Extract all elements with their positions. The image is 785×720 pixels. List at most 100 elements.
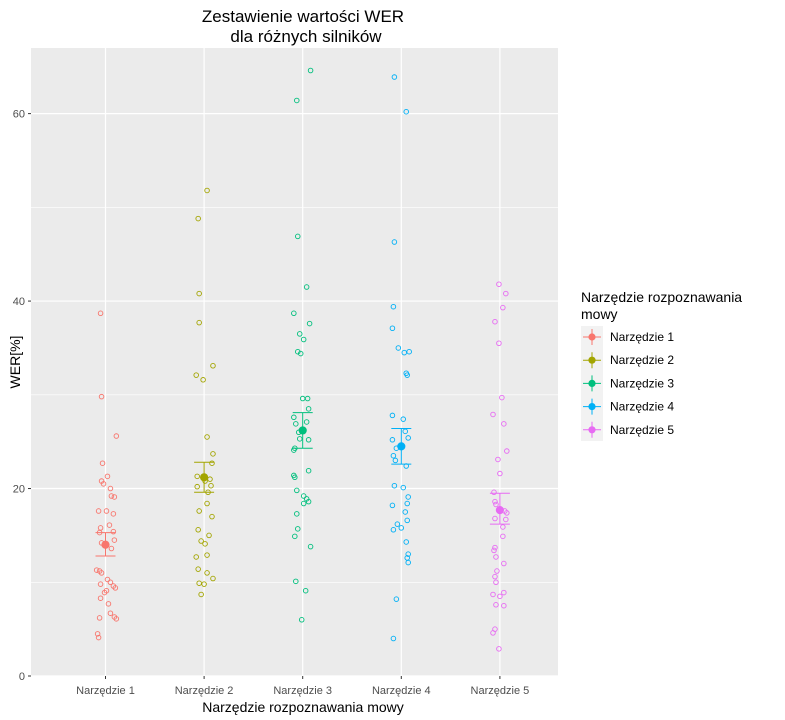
- data-point: [390, 303, 397, 310]
- data-point: [108, 545, 115, 552]
- data-point: [195, 566, 201, 572]
- legend-label: Narzędzie 1: [610, 330, 674, 344]
- data-point: [93, 567, 100, 573]
- data-point: [394, 521, 401, 527]
- data-point: [106, 522, 113, 528]
- data-point: [302, 587, 309, 594]
- x-tick-label: Narzędzie 3: [273, 685, 332, 697]
- data-point: [196, 290, 202, 297]
- data-point: [493, 554, 499, 560]
- data-point: [96, 615, 103, 621]
- mean-point: [200, 473, 209, 482]
- mean-ci-markers: [95, 412, 510, 557]
- data-point: [500, 524, 506, 530]
- data-point: [305, 467, 312, 474]
- data-point: [111, 494, 118, 500]
- data-point: [210, 451, 216, 457]
- data-point: [403, 108, 409, 115]
- data-point: [501, 560, 507, 567]
- y-axis-ticks: 0 20 40 60: [13, 109, 31, 683]
- data-point: [303, 419, 310, 425]
- y-tick-label: 0: [19, 671, 25, 683]
- data-point: [200, 377, 206, 383]
- data-point: [113, 433, 120, 439]
- legend-title-line1: Narzędzie rozpoznawania: [581, 289, 742, 305]
- data-point: [400, 416, 407, 422]
- data-point: [492, 515, 498, 522]
- data-point: [98, 393, 105, 400]
- data-point: [202, 541, 208, 547]
- data-point: [198, 591, 204, 598]
- data-point: [201, 581, 207, 587]
- data-point: [107, 610, 114, 616]
- data-point: [196, 508, 202, 514]
- data-point: [104, 473, 111, 480]
- legend-key-dot: [588, 379, 596, 387]
- data-point: [503, 516, 509, 523]
- data-point: [291, 310, 297, 317]
- data-point: [204, 187, 210, 194]
- data-point: [495, 456, 501, 463]
- chart-title-line2: dla różnych silników: [230, 27, 382, 46]
- data-point: [194, 473, 200, 480]
- data-point: [493, 501, 499, 508]
- data-point: [405, 551, 411, 557]
- data-point: [101, 589, 108, 596]
- data-point: [491, 547, 497, 554]
- data-point: [105, 601, 112, 607]
- legend-key-dot: [588, 333, 596, 341]
- data-point: [401, 349, 408, 356]
- data-point: [497, 470, 503, 477]
- legend-title-line2: mowy: [581, 306, 618, 322]
- data-point: [496, 340, 502, 347]
- data-point: [305, 437, 312, 443]
- data-point: [390, 527, 397, 533]
- data-point: [398, 525, 405, 531]
- data-point: [391, 482, 398, 489]
- data-point: [393, 596, 400, 602]
- data-point: [295, 526, 301, 532]
- grid-major: [31, 48, 558, 677]
- data-point: [405, 559, 411, 566]
- data-point: [294, 487, 300, 494]
- data-point: [204, 552, 210, 558]
- y-tick-label: 60: [13, 109, 25, 121]
- data-point: [107, 485, 114, 492]
- data-point: [406, 348, 412, 355]
- data-point: [493, 602, 499, 608]
- data-point: [104, 576, 111, 583]
- data-point: [504, 448, 510, 454]
- data-point: [500, 533, 506, 540]
- data-point: [404, 517, 410, 524]
- data-point: [293, 421, 299, 427]
- mean-point: [495, 505, 504, 515]
- data-point: [204, 434, 210, 440]
- x-tick-label: Narzędzie 2: [175, 685, 234, 697]
- data-point: [95, 508, 102, 514]
- data-point: [108, 493, 115, 499]
- data-point: [307, 67, 314, 74]
- plot-panel: [31, 48, 558, 676]
- data-point: [499, 394, 505, 401]
- data-point: [490, 591, 496, 598]
- data-point: [210, 575, 216, 582]
- x-tick-label: Narzędzie 5: [471, 685, 530, 697]
- data-point: [405, 494, 411, 500]
- grid-minor: [31, 207, 558, 583]
- data-point: [391, 74, 398, 80]
- data-point: [490, 630, 496, 636]
- data-point: [193, 372, 199, 378]
- data-point: [389, 325, 396, 332]
- data-point: [300, 493, 307, 499]
- data-point: [292, 533, 298, 540]
- data-point: [389, 437, 396, 443]
- data-point: [497, 593, 503, 600]
- data-point: [204, 570, 210, 576]
- data-point: [110, 528, 117, 535]
- mean-point: [397, 442, 406, 451]
- data-point: [208, 482, 214, 489]
- legend-label: Narzędzie 3: [610, 376, 674, 390]
- data-point: [110, 511, 117, 517]
- data-point: [97, 595, 104, 601]
- legend-label: Narzędzie 4: [610, 400, 674, 414]
